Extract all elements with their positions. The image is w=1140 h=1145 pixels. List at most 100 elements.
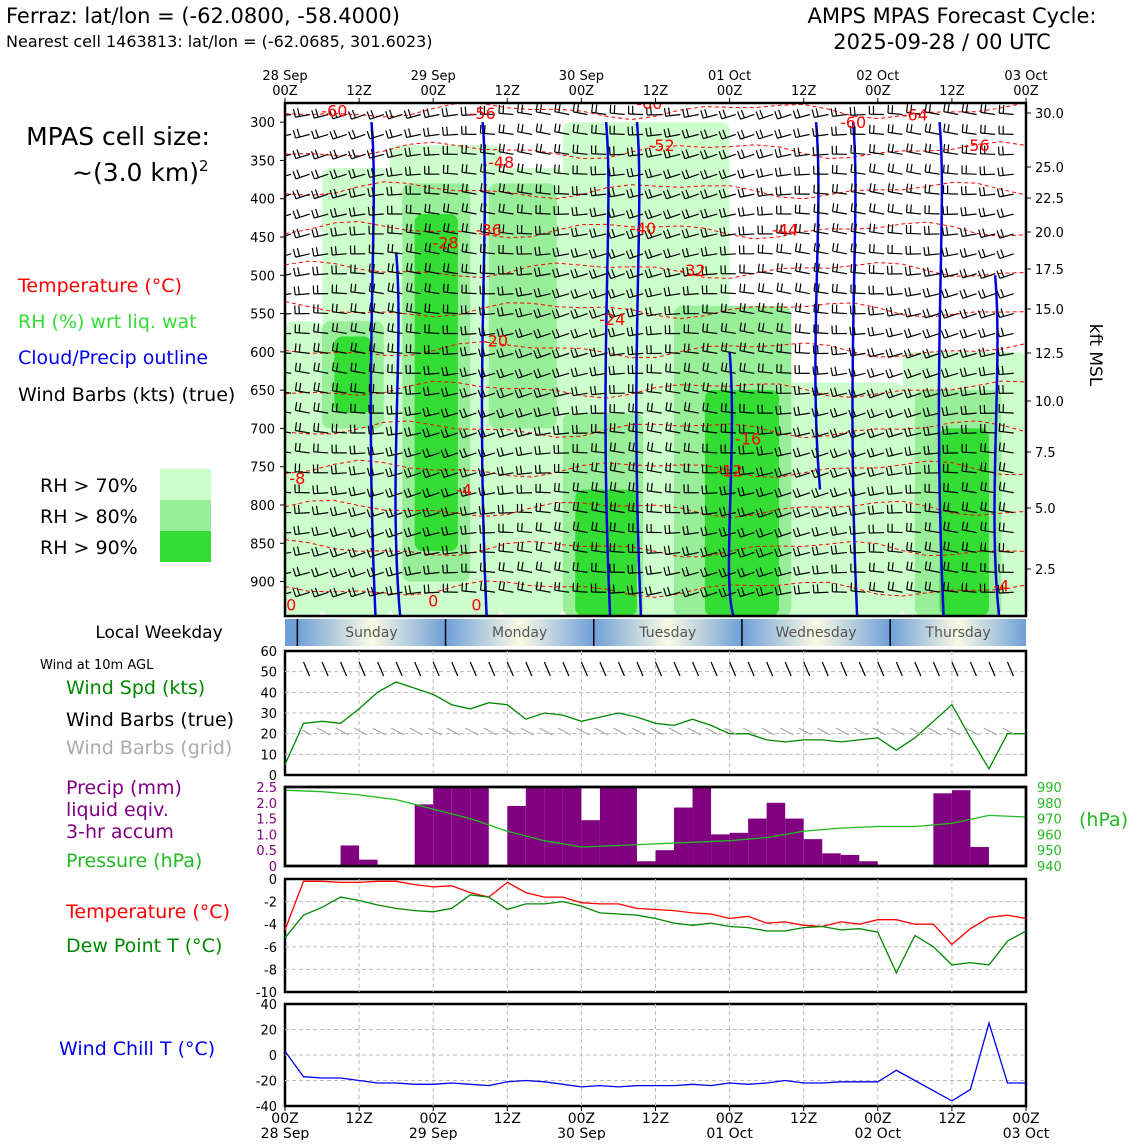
wind-barb — [794, 262, 810, 275]
wind-barb — [756, 187, 773, 197]
barb-staff — [850, 312, 866, 315]
barb-staff — [981, 273, 996, 279]
nearest-cell-subtitle: Nearest cell 1463813: lat/lon = (-62.068… — [6, 32, 433, 51]
barb-flag — [348, 131, 353, 140]
barb-staff — [739, 291, 755, 295]
barb-flag — [811, 109, 815, 118]
wind-barb — [718, 129, 736, 140]
barb-flag — [292, 229, 297, 239]
barb-flag — [854, 125, 856, 135]
wind-barb — [535, 103, 551, 116]
precip-bar — [803, 839, 823, 866]
barb-flag — [982, 186, 986, 196]
barb-flag — [854, 164, 857, 173]
wind-barb — [385, 167, 403, 177]
barb-staff — [776, 310, 792, 315]
wind-barb — [737, 188, 755, 198]
barb-staff — [536, 111, 551, 116]
barb-flag — [409, 185, 412, 194]
barb-staff — [684, 273, 699, 277]
barb-flag — [759, 129, 764, 138]
barb-staff — [555, 312, 570, 319]
barb-staff — [554, 293, 570, 299]
barb-staff — [424, 153, 440, 156]
barb-staff — [499, 312, 514, 317]
barb-staff — [814, 113, 829, 119]
pressure-tick-label: 400 — [250, 193, 275, 208]
wind-barb — [775, 186, 792, 196]
wind-barb — [737, 109, 755, 120]
barb-flag — [519, 287, 523, 296]
barb-flag — [428, 204, 431, 213]
barb-flag — [850, 183, 853, 192]
barb-flag — [275, 344, 279, 352]
wind-barb — [589, 228, 607, 239]
barb-flag — [553, 185, 556, 194]
barb-flag — [667, 107, 671, 116]
barb-flag — [997, 146, 1000, 155]
pressure-tick-label: 940 — [1037, 860, 1062, 875]
barb-flag — [461, 203, 465, 212]
barb-staff — [888, 151, 903, 155]
barb-staff — [962, 253, 977, 258]
isotherm-label: -56 — [470, 104, 496, 123]
barb-flag — [292, 129, 297, 139]
barb-flag — [354, 303, 357, 312]
barb-flag — [887, 143, 890, 152]
barb-staff — [703, 173, 718, 180]
barb-flag — [718, 110, 723, 120]
barb-staff — [721, 193, 736, 199]
barb-flag — [706, 304, 708, 313]
barb-staff — [610, 133, 625, 135]
barb-flag — [663, 287, 667, 297]
wind-barb — [517, 143, 533, 155]
barb-staff — [285, 213, 292, 220]
barb-staff — [573, 213, 588, 217]
barb-flag — [575, 186, 578, 195]
wind-barb — [460, 106, 477, 116]
wind-barb — [590, 145, 607, 155]
barb-staff — [999, 253, 1014, 260]
barb-flag — [959, 228, 963, 237]
barb-staff — [351, 113, 366, 120]
barb-flag — [483, 125, 486, 134]
barb-staff — [313, 312, 329, 315]
wind-barb — [292, 228, 310, 239]
barb-flag — [978, 229, 982, 238]
barb-flag — [873, 223, 876, 233]
pressure-tick-label: 980 — [1037, 797, 1062, 812]
isotherm-line — [285, 260, 1026, 279]
barb-flag — [941, 227, 945, 236]
barb-staff — [739, 310, 755, 315]
barb-flag — [405, 204, 408, 213]
wind-barb — [774, 128, 792, 139]
wind-barb — [461, 183, 477, 195]
barb-flag — [1000, 288, 1005, 297]
barb-flag — [683, 305, 685, 314]
barb-flag — [552, 269, 556, 278]
wind-barb — [812, 146, 829, 156]
barb-staff — [285, 173, 292, 180]
wind-barb — [441, 126, 458, 136]
barb-staff — [499, 151, 514, 155]
barb-staff — [554, 151, 570, 155]
wind-barb — [996, 249, 1014, 260]
wind-barb — [887, 104, 903, 116]
barb-staff — [684, 293, 699, 296]
barb-staff — [980, 193, 996, 197]
cloud-outline — [727, 351, 735, 616]
wind-barb — [442, 145, 458, 155]
barb-staff — [480, 312, 496, 316]
barb-flag — [576, 165, 578, 174]
wind-barb — [644, 168, 662, 179]
wind-barb — [644, 249, 662, 259]
wind-barb — [850, 183, 866, 195]
wind-barb — [386, 205, 403, 215]
wind-barb — [348, 109, 366, 120]
wind-barb — [794, 204, 810, 215]
barb-staff — [684, 193, 699, 200]
barb-staff — [925, 111, 940, 116]
wind-barb — [850, 163, 866, 175]
barb-flag — [982, 207, 986, 216]
